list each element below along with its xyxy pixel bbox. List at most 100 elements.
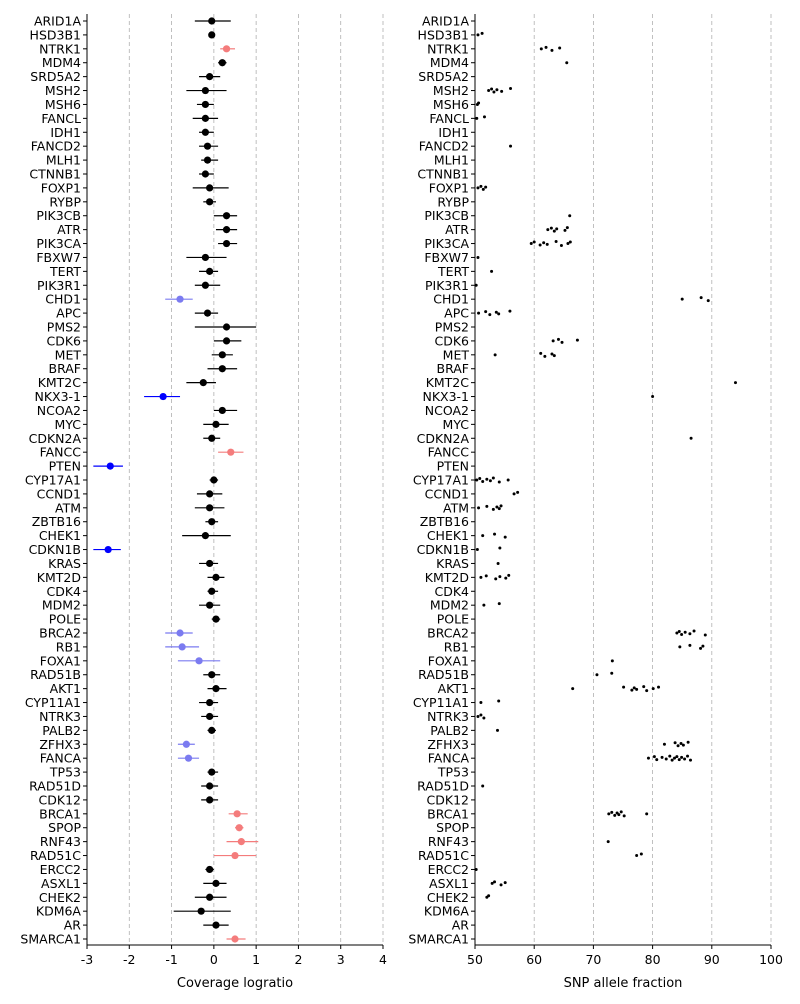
right-gene-label: CHD1: [433, 292, 469, 307]
left-gene-label: KMT2D: [37, 570, 81, 585]
coverage-marker: [206, 73, 214, 81]
snp-points-foxp1: [476, 184, 488, 191]
snp-point: [646, 756, 650, 760]
left-gene-label: KDM6A: [36, 904, 82, 919]
snp-point: [635, 854, 639, 858]
snp-point: [703, 633, 707, 637]
coverage-point-kmt2c: [186, 379, 216, 387]
snp-point: [493, 353, 497, 357]
left-gene-label: CHD1: [45, 292, 81, 307]
snp-points-zfhx3: [662, 740, 690, 748]
left-gene-label: SRD5A2: [30, 69, 81, 84]
left-gene-label: CHEK2: [39, 890, 81, 905]
snp-point: [607, 812, 611, 816]
coverage-point-palb2: [207, 726, 216, 734]
coverage-point-msh6: [196, 100, 214, 109]
coverage-point-pten: [93, 462, 123, 470]
right-gene-label: TP53: [437, 765, 469, 780]
right-gene-label: CDK12: [427, 792, 469, 807]
coverage-marker: [201, 170, 209, 178]
snp-point: [565, 226, 569, 230]
snp-points-rad51d: [481, 784, 485, 788]
coverage-marker: [206, 267, 214, 275]
right-gene-label: MSH2: [433, 83, 469, 98]
snp-point: [677, 630, 681, 633]
snp-points-kmt2c: [733, 381, 737, 385]
snp-point: [481, 187, 485, 191]
snp-point: [622, 685, 626, 689]
right-gene-label: ATR: [445, 222, 469, 237]
left-gene-label: CTNNB1: [29, 167, 81, 182]
snp-point: [670, 758, 674, 762]
snp-point: [484, 185, 488, 189]
snp-point: [491, 476, 495, 480]
snp-point: [503, 535, 507, 539]
snp-point: [554, 240, 558, 244]
snp-points-ccnd1: [512, 490, 520, 496]
coverage-marker: [201, 114, 209, 122]
coverage-marker: [206, 712, 214, 721]
snp-point: [688, 643, 692, 647]
snp-point: [477, 101, 481, 105]
snp-point: [504, 576, 508, 580]
snp-points-chek1: [481, 532, 507, 539]
left-gene-label: ASXL1: [41, 876, 81, 891]
left-gene-label: ATM: [55, 500, 81, 515]
snp-point: [680, 633, 684, 636]
snp-points-rb1: [678, 643, 705, 650]
left-gene-label: PMS2: [47, 320, 81, 335]
snp-point: [558, 46, 562, 50]
snp-point: [544, 45, 548, 49]
snp-point: [635, 687, 639, 691]
coverage-point-nkx3-1: [144, 392, 181, 401]
right-gene-label: SRD5A2: [418, 69, 469, 84]
right-gene-label: CDKN1B: [417, 542, 469, 557]
snp-point: [619, 810, 623, 814]
coverage-marker: [208, 726, 216, 734]
left-gene-label: RNF43: [40, 834, 81, 849]
snp-points-rad51b: [595, 671, 614, 677]
coverage-point-brca2: [165, 629, 193, 637]
snp-point: [677, 758, 681, 762]
right-gene-label: ASXL1: [429, 876, 469, 891]
coverage-point-chek1: [182, 532, 231, 540]
left-gene-label: PIK3R1: [37, 278, 81, 293]
coverage-point-mdm2: [199, 601, 221, 609]
snp-point: [555, 227, 559, 231]
coverage-point-chd1: [165, 295, 193, 303]
right-gene-label: ATM: [443, 500, 469, 515]
left-gene-label: NTRK3: [39, 709, 81, 724]
coverage-marker: [159, 392, 167, 401]
snp-point: [652, 755, 656, 759]
right-gene-label: RAD51B: [418, 667, 469, 682]
coverage-point-ntrk3: [201, 712, 219, 721]
right-gene-label: ZBTB16: [420, 514, 469, 529]
coverage-point-brca1: [228, 810, 248, 818]
snp-point: [560, 340, 564, 344]
coverage-point-rnf43: [226, 838, 259, 846]
snp-point: [509, 87, 513, 91]
right-gene-label: FANCA: [428, 751, 470, 766]
snp-point: [479, 184, 483, 188]
snp-points-chek2: [485, 894, 491, 899]
snp-points-cdk6: [551, 337, 579, 344]
coverage-marker: [206, 198, 214, 206]
coverage-marker: [212, 921, 220, 929]
coverage-point-arid1a: [194, 17, 231, 25]
coverage-marker: [197, 907, 205, 915]
coverage-point-pik3ca: [218, 239, 238, 248]
coverage-point-spop: [235, 824, 244, 832]
snp-point: [496, 561, 500, 565]
left-gene-label: SMARCA1: [20, 932, 81, 947]
snp-point: [499, 883, 503, 887]
coverage-point-cdk6: [213, 337, 242, 345]
snp-point: [546, 228, 550, 232]
coverage-marker: [206, 698, 214, 707]
snp-point: [498, 546, 502, 550]
snp-points-palb2: [495, 728, 499, 732]
snp-point: [529, 242, 533, 246]
snp-point: [655, 758, 659, 762]
snp-point: [492, 90, 496, 94]
snp-point: [686, 754, 690, 758]
coverage-point-foxa1: [177, 657, 221, 665]
